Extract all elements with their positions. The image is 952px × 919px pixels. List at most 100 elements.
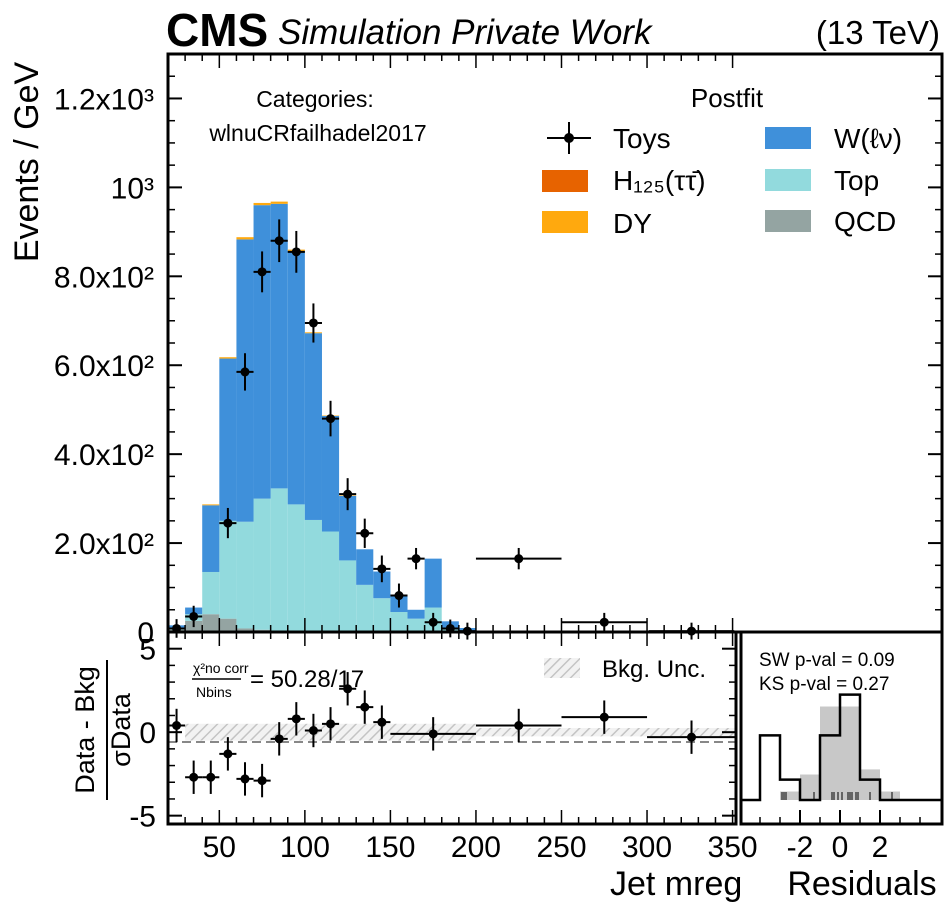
stack-bar-3-2 — [202, 504, 220, 506]
resid-xtick-label-0: -2 — [787, 831, 814, 864]
data-point-9 — [343, 489, 353, 499]
resid-expected-bar-2 — [800, 774, 820, 800]
ratio-point-8 — [308, 726, 318, 736]
residuals-axis: -2 0 2 — [759, 810, 921, 864]
legend-wlnu-swatch — [765, 127, 811, 149]
resid-expected-bar-4 — [840, 706, 860, 800]
stack-bar-1-2 — [202, 571, 220, 615]
unc-band-high-mass — [475, 728, 736, 737]
ratio-point-2 — [206, 772, 216, 782]
data-point-12 — [394, 591, 404, 601]
stack-bar-1-4 — [236, 521, 254, 629]
main-data-points — [168, 219, 735, 640]
data-point-8 — [326, 414, 336, 424]
ratio-xtick-label-3: 200 — [451, 831, 501, 864]
resid-expected-bar-6 — [880, 791, 900, 800]
cms-brand: CMS — [166, 4, 268, 56]
main-stack-histogram — [168, 201, 476, 632]
data-point-7 — [308, 318, 318, 328]
legend-higgs-label: H₁₂₅(ττ̄) — [613, 165, 706, 196]
ratio-ylabel-numerator: Data - Bkg — [70, 666, 100, 794]
category-name: wlnuCRfailhadel2017 — [208, 120, 426, 146]
stack-bar-1-10 — [339, 560, 357, 632]
chi2-numerator: χ²no corr — [193, 660, 249, 676]
bkg-unc-label: Bkg. Unc. — [602, 656, 706, 683]
main-ytick-label-4: 8.0x10² — [54, 261, 154, 294]
resid-xtick-label-1: 0 — [832, 831, 849, 864]
stack-bar-2-10 — [339, 495, 357, 561]
resid-expected-bar-3 — [820, 706, 840, 800]
ratio-y-axis-label: Data - Bkg σData — [70, 660, 136, 800]
chi2-annotation: χ²no corr Nbins = 50.28/17 — [192, 660, 364, 700]
stack-bar-3-4 — [236, 237, 254, 240]
stack-bar-0-4 — [236, 628, 254, 632]
ratio-point-4 — [240, 774, 250, 784]
legend-toys-label: Toys — [613, 123, 671, 154]
ks-pvalue: KS p-val = 0.27 — [759, 674, 889, 695]
ratio-point-15 — [599, 712, 609, 722]
data-point-13 — [411, 554, 421, 564]
stack-bar-2-3 — [219, 358, 237, 521]
ratio-xtick-label-5: 300 — [622, 831, 672, 864]
stack-bar-1-3 — [219, 520, 237, 619]
chi2-denominator: Nbins — [196, 684, 232, 700]
residuals-x-axis-label: Residuals — [787, 865, 936, 903]
ratio-point-12 — [377, 717, 387, 727]
ratio-x-axis-label: Jet mreg — [610, 865, 742, 903]
bkg-unc-swatch — [544, 658, 580, 678]
data-point-2 — [223, 518, 233, 528]
main-ytick-label-0: 0 — [137, 617, 154, 650]
ratio-point-11 — [360, 702, 370, 712]
resid-expected-bar-5 — [860, 769, 880, 800]
data-point-3 — [240, 367, 250, 377]
data-point-11 — [377, 564, 387, 574]
stack-bar-1-6 — [270, 488, 288, 631]
ratio-xtick-label-2: 150 — [365, 831, 415, 864]
stack-bar-2-14 — [407, 609, 425, 619]
ratio-point-6 — [274, 734, 284, 744]
legend-higgs-swatch — [542, 170, 588, 192]
resid-xtick-label-2: 2 — [872, 831, 889, 864]
main-ytick-label-5: 10³ — [111, 172, 154, 205]
ratio-ylabel-denominator: σData — [106, 692, 136, 767]
stack-bar-1-5 — [253, 498, 271, 630]
stack-bar-3-5 — [253, 202, 271, 206]
ratio-data-points — [168, 672, 736, 798]
stack-bar-2-2 — [202, 505, 220, 572]
resid-expected-bar-1 — [780, 791, 800, 800]
stack-bar-2-6 — [270, 203, 288, 489]
ratio-point-1 — [189, 772, 199, 782]
stack-bar-3-6 — [270, 201, 288, 204]
ratio-point-3 — [223, 749, 233, 759]
data-point-6 — [291, 247, 301, 257]
main-ytick-label-6: 1.2x10³ — [54, 83, 154, 116]
stack-bar-3-3 — [219, 357, 237, 359]
residuals-histogram — [741, 693, 942, 802]
legend-qcd-swatch — [765, 210, 811, 232]
stack-bar-2-9 — [321, 415, 340, 532]
legend-wlnu-label: W(ℓν) — [834, 123, 902, 154]
legend-dy-label: DY — [613, 208, 652, 239]
stack-bar-1-13 — [390, 611, 408, 632]
data-point-17 — [514, 554, 524, 564]
stack-bar-1-8 — [304, 519, 322, 632]
category-title: Categories: — [256, 86, 374, 112]
stack-bar-2-15 — [424, 558, 442, 608]
ratio-xtick-label-6: 350 — [708, 831, 758, 864]
main-ytick-label-3: 6.0x10² — [54, 350, 154, 383]
ratio-xtick-label-4: 250 — [536, 831, 586, 864]
stack-bar-2-5 — [253, 205, 271, 499]
legend-dy-swatch — [542, 211, 588, 233]
resid-observed-step — [741, 693, 942, 802]
stack-bar-1-12 — [373, 598, 391, 632]
stack-bar-2-12 — [373, 571, 391, 599]
ratio-point-5 — [257, 776, 267, 786]
ratio-point-13 — [428, 729, 438, 739]
ratio-ytick-label-2: -5 — [129, 801, 156, 834]
main-y-axis-label: Events / GeV — [8, 62, 46, 263]
cms-subtitle: Simulation Private Work — [278, 13, 653, 52]
ratio-ytick-label-1: 0 — [139, 717, 156, 750]
sw-pvalue: SW p-val = 0.09 — [759, 650, 895, 671]
ratio-xtick-label-1: 100 — [280, 831, 330, 864]
